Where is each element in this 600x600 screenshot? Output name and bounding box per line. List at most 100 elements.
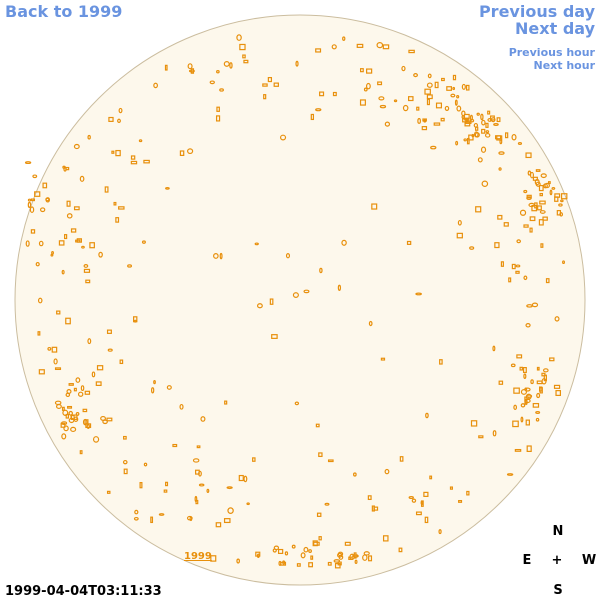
feature [223, 61, 230, 67]
previous-hour-link[interactable]: Previous hour [509, 46, 596, 59]
feature [526, 304, 533, 308]
feature [73, 143, 80, 150]
feature [27, 201, 32, 209]
feature [75, 239, 81, 243]
feature [239, 43, 246, 51]
feature [279, 134, 287, 141]
feature [262, 83, 268, 87]
feature [219, 252, 223, 260]
feature [296, 563, 301, 567]
feature [62, 409, 69, 416]
feature [118, 206, 125, 210]
feature [80, 385, 85, 391]
feature [379, 104, 387, 109]
feature [470, 420, 478, 427]
feature [558, 203, 563, 207]
feature [547, 181, 551, 185]
feature [506, 473, 514, 476]
feature [495, 135, 502, 140]
year-link[interactable]: 1999 [184, 551, 212, 562]
feature [434, 81, 439, 89]
next-day-link[interactable]: Next day [515, 19, 596, 38]
back-link[interactable]: Back to 1999 [5, 2, 122, 21]
feature [206, 488, 210, 493]
feature [421, 126, 428, 131]
feature [384, 468, 390, 475]
feature [490, 117, 496, 123]
feature [511, 263, 516, 270]
feature [536, 392, 541, 399]
feature [224, 400, 228, 405]
feature [516, 239, 522, 244]
feature [75, 411, 80, 416]
feature [291, 544, 296, 549]
feature [554, 193, 561, 198]
feature [68, 417, 75, 424]
feature [474, 132, 480, 138]
feature [106, 329, 112, 334]
feature [458, 499, 463, 503]
feature [519, 366, 523, 371]
feature [331, 44, 337, 50]
feature [484, 132, 491, 138]
feature [84, 390, 91, 395]
feature [480, 113, 484, 121]
feature [368, 320, 373, 327]
next-hour-link[interactable]: Next hour [534, 59, 596, 72]
feature [209, 80, 215, 85]
feature [51, 251, 54, 255]
feature [534, 178, 540, 186]
feature [424, 516, 429, 524]
feature [538, 219, 544, 226]
feature [452, 86, 456, 91]
feature [344, 541, 351, 546]
compass-west: W [582, 553, 596, 568]
feature [465, 120, 472, 124]
feature [526, 445, 532, 452]
feature [492, 345, 496, 352]
feature [327, 561, 332, 566]
feature [464, 121, 471, 127]
feature [553, 384, 561, 389]
feature [382, 44, 390, 50]
feature [83, 263, 89, 268]
feature [66, 200, 71, 207]
feature [359, 68, 364, 73]
feature [318, 536, 322, 541]
feature [523, 275, 528, 281]
feature [560, 199, 564, 203]
feature [515, 270, 520, 274]
feature [30, 198, 36, 202]
feature [61, 433, 67, 440]
feature [426, 98, 430, 106]
feature [119, 359, 124, 365]
feature [107, 348, 113, 352]
feature [514, 448, 522, 452]
feature [444, 105, 450, 111]
solar-disk [14, 14, 586, 586]
feature [143, 462, 148, 467]
feature [515, 264, 521, 268]
feature [186, 515, 193, 521]
feature [79, 450, 83, 455]
feature [363, 551, 370, 556]
previous-day-link[interactable]: Previous day [479, 2, 596, 21]
feature [65, 392, 71, 398]
feature [496, 117, 501, 123]
feature [478, 435, 484, 439]
feature [227, 507, 234, 514]
feature [278, 560, 282, 566]
feature [554, 316, 560, 322]
feature [118, 107, 123, 114]
feature [158, 513, 165, 516]
feature [356, 43, 364, 48]
feature [122, 459, 128, 465]
feature [429, 475, 433, 480]
feature [38, 240, 44, 247]
feature [300, 552, 306, 559]
timestamp: 1999-04-04T03:11:33 [5, 584, 162, 599]
feature [89, 242, 95, 249]
feature [384, 121, 391, 127]
feature [416, 106, 420, 111]
feature [82, 418, 88, 426]
